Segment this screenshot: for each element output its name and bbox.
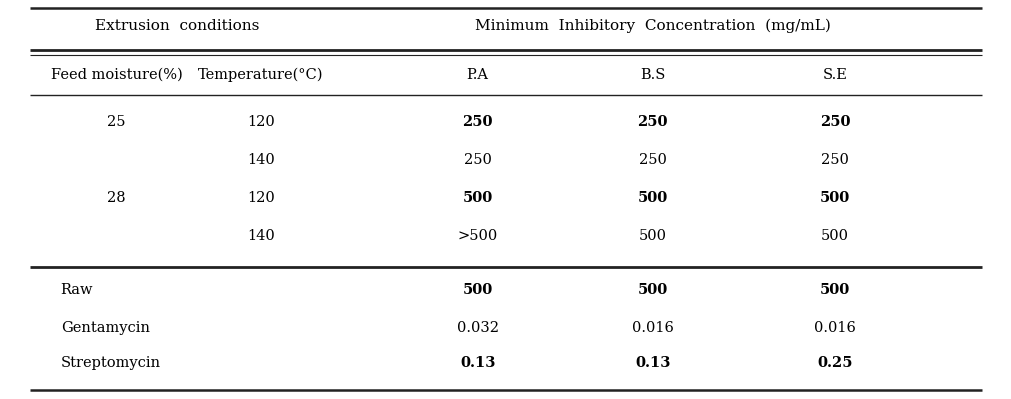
Text: 500: 500: [819, 283, 849, 297]
Text: 500: 500: [638, 229, 666, 243]
Text: 25: 25: [107, 115, 125, 129]
Text: 250: 250: [463, 153, 491, 167]
Text: >500: >500: [457, 229, 497, 243]
Text: Temperature(°C): Temperature(°C): [198, 68, 324, 82]
Text: 0.25: 0.25: [816, 356, 852, 370]
Text: P.A: P.A: [466, 68, 488, 82]
Text: Gentamycin: Gentamycin: [61, 321, 150, 335]
Text: 0.016: 0.016: [631, 321, 673, 335]
Text: 500: 500: [462, 191, 492, 205]
Text: 0.13: 0.13: [635, 356, 669, 370]
Text: 0.016: 0.016: [813, 321, 855, 335]
Text: 250: 250: [637, 115, 667, 129]
Text: 120: 120: [247, 191, 275, 205]
Text: 0.032: 0.032: [456, 321, 498, 335]
Text: 500: 500: [820, 229, 848, 243]
Text: 28: 28: [107, 191, 125, 205]
Text: 120: 120: [247, 115, 275, 129]
Text: Minimum  Inhibitory  Concentration  (mg/mL): Minimum Inhibitory Concentration (mg/mL): [474, 19, 830, 33]
Text: 500: 500: [637, 283, 667, 297]
Text: 500: 500: [637, 191, 667, 205]
Text: S.E: S.E: [822, 68, 846, 82]
Text: 140: 140: [247, 153, 275, 167]
Text: 250: 250: [819, 115, 849, 129]
Text: 140: 140: [247, 229, 275, 243]
Text: 500: 500: [819, 191, 849, 205]
Text: 250: 250: [462, 115, 492, 129]
Text: 0.13: 0.13: [460, 356, 494, 370]
Text: Feed moisture(%): Feed moisture(%): [51, 68, 182, 82]
Text: 500: 500: [462, 283, 492, 297]
Text: 250: 250: [638, 153, 666, 167]
Text: Raw: Raw: [61, 283, 93, 297]
Text: 250: 250: [820, 153, 848, 167]
Text: Extrusion  conditions: Extrusion conditions: [95, 19, 259, 33]
Text: B.S: B.S: [639, 68, 665, 82]
Text: Streptomycin: Streptomycin: [61, 356, 161, 370]
